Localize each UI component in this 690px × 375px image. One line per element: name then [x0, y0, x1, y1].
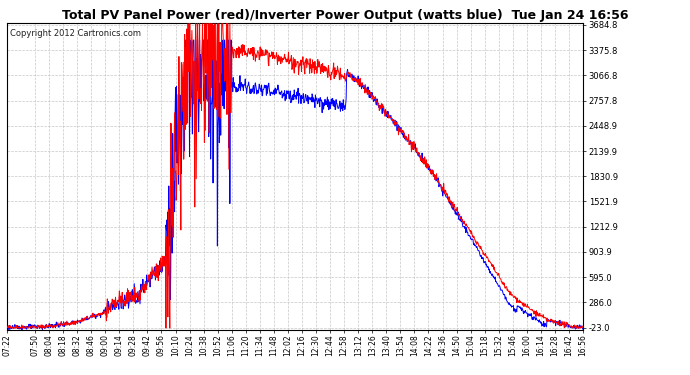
Text: Total PV Panel Power (red)/Inverter Power Output (watts blue)  Tue Jan 24 16:56: Total PV Panel Power (red)/Inverter Powe… — [61, 9, 629, 22]
Text: Copyright 2012 Cartronics.com: Copyright 2012 Cartronics.com — [10, 28, 141, 38]
